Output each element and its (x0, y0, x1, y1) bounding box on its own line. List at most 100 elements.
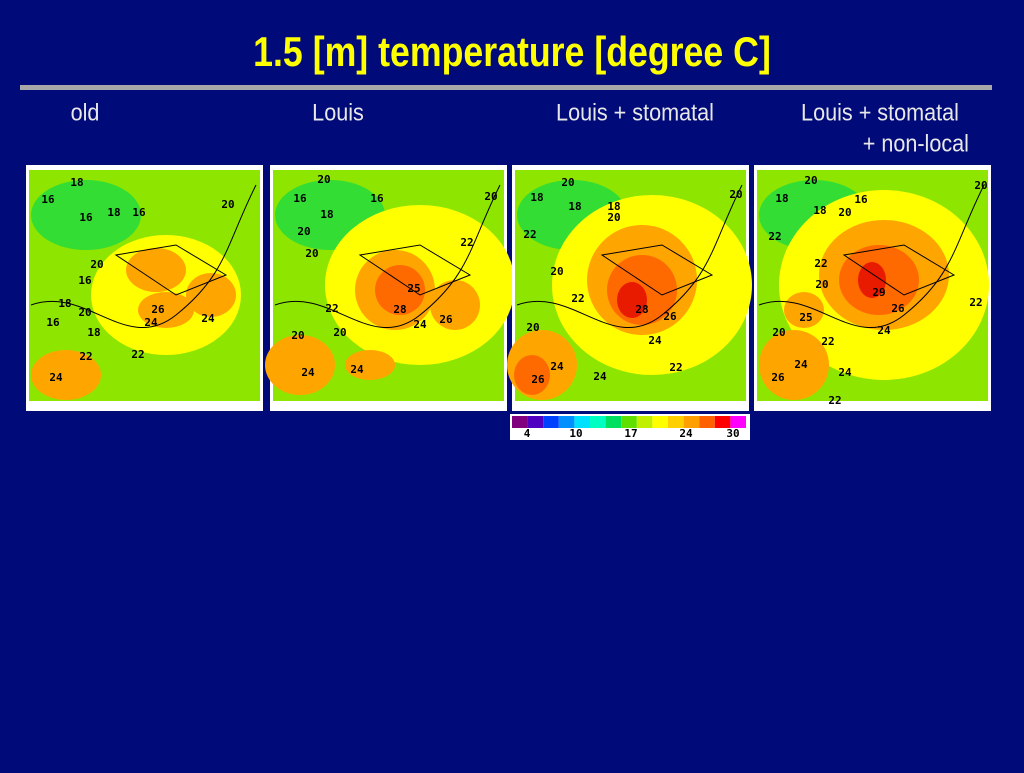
warm-area (430, 280, 480, 330)
contour-label: 22 (768, 230, 781, 243)
contour-label: 22 (460, 236, 473, 249)
contour-label: 18 (58, 297, 71, 310)
contour-label: 18 (607, 200, 620, 213)
contour-label: 24 (838, 366, 852, 379)
contour-label: 20 (550, 265, 563, 278)
contour-label: 18 (775, 192, 788, 205)
contour-label: 22 (325, 302, 338, 315)
contour-label: 16 (41, 193, 55, 206)
contour-label: 20 (484, 190, 497, 203)
contour-label: 26 (151, 303, 165, 316)
contour-label: 20 (291, 329, 304, 342)
contour-label: 22 (131, 348, 144, 361)
warm-area (759, 330, 829, 400)
contour-label: 22 (821, 335, 834, 348)
contour-label: 22 (828, 394, 841, 407)
coastline (516, 184, 743, 328)
contour-label: 16 (79, 211, 93, 224)
contour-label: 24 (648, 334, 662, 347)
panel-title: Louis + stomatal (801, 98, 959, 125)
contour-label: 18 (568, 200, 581, 213)
colorbar-swatch (683, 416, 700, 428)
contour-label: 24 (413, 318, 427, 331)
contour-label: 26 (663, 310, 677, 323)
contour-label: 18 (320, 208, 333, 221)
warm-area (617, 282, 647, 318)
coastline (758, 184, 985, 328)
contour-label: 18 (87, 326, 100, 339)
contour-label: 20 (974, 179, 987, 192)
contour-label: 24 (144, 316, 158, 329)
contour-label: 22 (571, 292, 584, 305)
contour-label: 26 (439, 313, 453, 326)
contour-label: 26 (891, 302, 905, 315)
contour-label: 20 (804, 174, 817, 187)
colorbar-swatch (527, 416, 544, 428)
contour-label: 29 (872, 286, 885, 299)
contour-label: 28 (635, 303, 648, 316)
boundary (358, 244, 472, 296)
contour-label: 20 (305, 247, 318, 260)
contour-label: 16 (370, 192, 384, 205)
contour-label: 28 (393, 303, 406, 316)
warm-area (265, 335, 335, 395)
panel-title: Louis (312, 98, 364, 125)
contour-label: 22 (523, 228, 536, 241)
warm-area (858, 262, 886, 298)
slide-title: 1.5 [m] temperature [degree C] (253, 29, 771, 75)
contour-label: 20 (772, 326, 785, 339)
contour-label: 20 (838, 206, 851, 219)
contour-label: 22 (969, 296, 982, 309)
colorbar-swatch (605, 416, 622, 428)
colorbar-label: 30 (726, 427, 739, 440)
contour-label: 18 (530, 191, 543, 204)
contour-label: 24 (877, 324, 891, 337)
contour-label: 24 (301, 366, 315, 379)
colorbar-swatch (652, 416, 668, 428)
contour-label: 22 (669, 361, 682, 374)
colorbar-label: 24 (679, 427, 693, 440)
contour-label: 24 (201, 312, 215, 325)
contour-label: 20 (607, 211, 620, 224)
colorbar-label: 17 (624, 427, 637, 440)
colorbar-swatch (714, 416, 731, 428)
boundary (600, 244, 714, 296)
contour-label: 20 (221, 198, 234, 211)
contour-label: 20 (297, 225, 310, 238)
coastline (274, 184, 501, 328)
title-rule (20, 85, 992, 90)
contour-label: 26 (771, 371, 785, 384)
colorbar-swatch (668, 416, 684, 428)
panel-title: old (71, 98, 100, 125)
warm-area (126, 248, 186, 292)
contour-label: 24 (593, 370, 607, 383)
contour-label: 26 (531, 373, 545, 386)
contour-label: 25 (799, 311, 812, 324)
contour-label: 20 (815, 278, 828, 291)
panel-title: Louis + stomatal (556, 98, 714, 125)
coastline (30, 184, 257, 328)
contour-label: 20 (78, 306, 91, 319)
contour-label: 20 (333, 326, 346, 339)
colorbar-swatch (558, 416, 575, 428)
panel-title: + non-local (863, 129, 969, 156)
boundary (114, 244, 228, 296)
contour-label: 24 (350, 363, 364, 376)
colorbar-swatch (512, 416, 528, 428)
boundary (842, 244, 956, 296)
contour-label: 16 (78, 274, 92, 287)
contour-label: 22 (814, 257, 827, 270)
warm-area (345, 350, 395, 380)
colorbar-swatch (590, 416, 606, 428)
contour-label: 24 (550, 360, 564, 373)
contour-label: 16 (854, 193, 868, 206)
contour-label: 20 (526, 321, 539, 334)
colorbar-swatch (730, 416, 746, 428)
cool-area (31, 180, 141, 250)
colorbar-swatch (621, 416, 637, 428)
warm-area (138, 292, 194, 328)
colorbar-swatch (636, 416, 653, 428)
